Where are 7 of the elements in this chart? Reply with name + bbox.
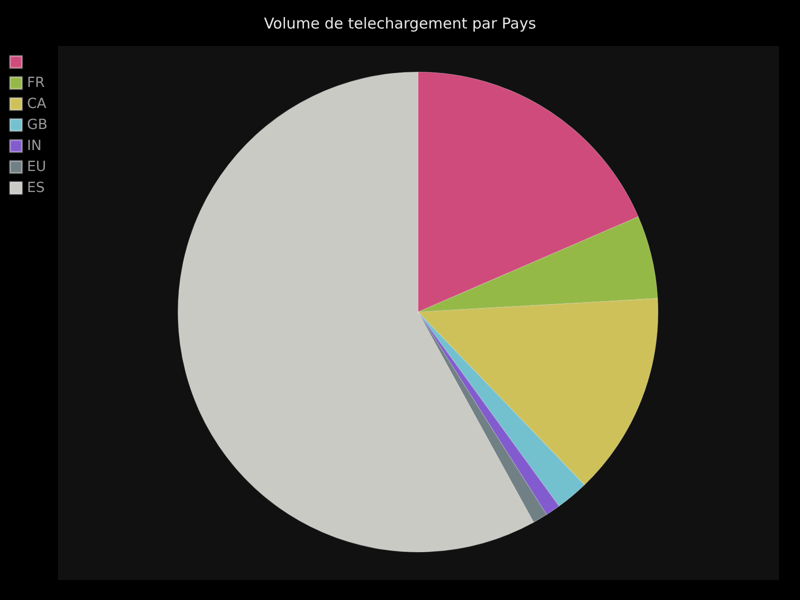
legend-label: IN (27, 138, 42, 154)
legend-label: CA (27, 96, 47, 112)
legend-label: ES (27, 180, 45, 196)
legend-label: GB (27, 117, 48, 133)
chart-title: Volume de telechargement par Pays (264, 14, 536, 32)
legend-label: FR (27, 75, 46, 91)
legend-label: EU (27, 159, 46, 175)
